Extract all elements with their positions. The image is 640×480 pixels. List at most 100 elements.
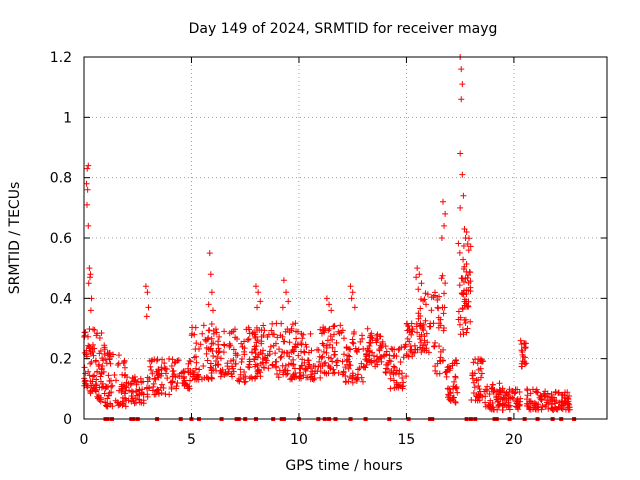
data-point <box>460 243 467 250</box>
data-point <box>245 363 252 370</box>
data-point <box>493 393 500 400</box>
data-point <box>435 314 442 321</box>
data-point <box>512 403 519 410</box>
data-point <box>387 375 394 382</box>
data-point <box>302 341 309 348</box>
data-point <box>210 352 217 359</box>
data-point <box>484 383 491 390</box>
data-point <box>292 341 299 348</box>
data-point <box>265 365 272 372</box>
data-point <box>289 346 296 353</box>
data-point <box>331 351 338 358</box>
data-point <box>527 390 534 397</box>
data-point <box>368 357 375 364</box>
data-point <box>86 326 93 333</box>
data-point <box>226 343 233 350</box>
data-point <box>241 338 248 345</box>
data-point <box>258 333 265 340</box>
data-point <box>107 360 114 367</box>
data-point <box>349 336 356 343</box>
data-point <box>331 348 338 355</box>
data-point <box>129 378 136 385</box>
data-point <box>142 283 149 290</box>
data-point <box>105 372 112 379</box>
data-point <box>113 377 119 384</box>
data-point <box>284 326 291 333</box>
data-point <box>252 283 259 290</box>
data-point <box>422 317 429 324</box>
data-point <box>148 366 155 373</box>
data-point <box>203 344 210 351</box>
data-point <box>208 340 215 347</box>
data-point <box>192 324 199 331</box>
data-point <box>467 318 474 325</box>
data-point <box>299 362 306 369</box>
data-point <box>462 235 469 241</box>
data-point <box>469 372 476 379</box>
data-point <box>323 349 330 356</box>
data-point <box>230 346 237 353</box>
data-point <box>325 354 332 361</box>
data-point <box>373 332 380 339</box>
data-point <box>538 406 545 413</box>
data-point <box>490 389 497 396</box>
data-point <box>187 358 194 365</box>
data-point <box>329 370 336 377</box>
data-point <box>396 345 403 352</box>
data-point <box>209 307 216 314</box>
data-point <box>297 340 304 347</box>
data-point <box>207 271 214 278</box>
data-point <box>462 319 469 326</box>
data-point <box>224 360 231 367</box>
data-point <box>96 335 103 342</box>
data-point <box>268 327 275 334</box>
data-point <box>470 389 477 396</box>
data-point <box>496 401 503 408</box>
data-point <box>475 382 482 389</box>
data-point <box>459 81 466 88</box>
data-point <box>411 342 418 349</box>
data-point <box>92 387 99 394</box>
data-point <box>353 375 360 382</box>
data-point <box>464 274 471 281</box>
data-point <box>366 339 373 346</box>
data-point <box>150 380 157 387</box>
data-point <box>431 343 438 350</box>
data-point <box>434 360 441 367</box>
data-point <box>94 368 101 375</box>
data-point <box>451 359 458 366</box>
data-point <box>529 400 536 407</box>
data-point <box>151 391 158 398</box>
data-point <box>457 204 464 211</box>
data-point <box>87 383 94 390</box>
data-point <box>295 352 302 359</box>
data-point <box>358 332 365 339</box>
data-point <box>124 374 131 381</box>
data-point <box>185 369 192 376</box>
data-point <box>566 392 573 399</box>
data-point <box>103 403 110 410</box>
data-point <box>439 304 446 311</box>
data-point <box>330 323 337 330</box>
data-point <box>321 369 328 376</box>
data-point <box>503 397 510 404</box>
data-point <box>367 340 374 347</box>
data-point <box>321 360 328 367</box>
data-point <box>306 361 313 368</box>
data-point <box>200 363 207 370</box>
data-point <box>460 266 467 273</box>
data-point <box>374 361 381 368</box>
data-point <box>178 370 185 377</box>
data-point <box>237 366 244 373</box>
data-point <box>561 401 568 408</box>
data-point <box>476 391 483 398</box>
data-point <box>428 294 435 301</box>
data-point <box>463 287 470 294</box>
data-point <box>461 296 468 303</box>
data-point <box>140 378 147 385</box>
data-point <box>474 360 481 367</box>
data-point <box>360 363 367 370</box>
y-tick-label: 1 <box>63 110 72 126</box>
data-point <box>283 289 290 296</box>
data-point <box>355 346 362 353</box>
